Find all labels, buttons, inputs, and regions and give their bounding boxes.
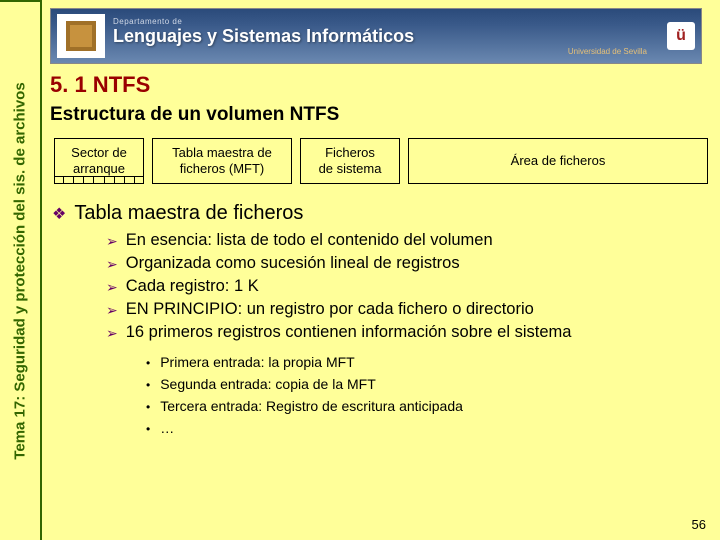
sidebar: Tema 17: Seguridad y protección del sis.…: [0, 0, 42, 540]
bullet-l2: ➢ Organizada como sucesión lineal de reg…: [106, 254, 708, 275]
bullet-l3: • Tercera entrada: Registro de escritura…: [146, 398, 708, 416]
header-banner: Departamento de Lenguajes y Sistemas Inf…: [50, 8, 702, 64]
bullet-l2: ➢ 16 primeros registros contienen inform…: [106, 323, 708, 344]
bullet-l2: ➢ En esencia: lista de todo el contenido…: [106, 231, 708, 252]
bullet-l3-list: • Primera entrada: la propia MFT • Segun…: [146, 354, 708, 438]
bullet-l3-text: Primera entrada: la propia MFT: [160, 354, 355, 372]
bullet-l2-text: Organizada como sucesión lineal de regis…: [126, 254, 460, 275]
bullet-l2-text: EN PRINCIPIO: un registro por cada fiche…: [126, 300, 534, 321]
arrow-bullet-icon: ➢: [106, 254, 118, 275]
dot-bullet-icon: •: [146, 398, 150, 416]
slide-content: 5. 1 NTFS Estructura de un volumen NTFS …: [50, 72, 708, 532]
bullet-l2-text: 16 primeros registros contienen informac…: [126, 323, 572, 344]
volume-box-filearea: Área de ficheros: [408, 138, 708, 184]
volume-box-mft: Tabla maestra de ficheros (MFT): [152, 138, 292, 184]
dept-logo: [57, 14, 105, 58]
volume-box-label: Sector de arranque: [71, 145, 127, 176]
volume-box-sysfiles: Ficheros de sistema: [300, 138, 400, 184]
arrow-bullet-icon: ➢: [106, 231, 118, 252]
bullet-l3: • …: [146, 420, 708, 438]
bullet-l3-text: …: [160, 420, 174, 438]
volume-diagram: Sector de arranque Tabla maestra de fich…: [54, 138, 708, 184]
sidebar-topic: Tema 17: Seguridad y protección del sis.…: [12, 82, 29, 459]
diamond-bullet-icon: ❖: [52, 207, 66, 223]
header-department: Departamento de: [113, 17, 659, 26]
page-number: 56: [692, 517, 706, 532]
dot-bullet-icon: •: [146, 376, 150, 394]
bullet-l3-text: Tercera entrada: Registro de escritura a…: [160, 398, 463, 416]
dot-bullet-icon: •: [146, 420, 150, 438]
university-crest-icon: ü: [667, 22, 695, 50]
dot-bullet-icon: •: [146, 354, 150, 372]
bullet-l3-text: Segunda entrada: copia de la MFT: [160, 376, 376, 394]
arrow-bullet-icon: ➢: [106, 277, 118, 298]
volume-box-boot: Sector de arranque: [54, 138, 144, 184]
header-title: Lenguajes y Sistemas Informáticos: [113, 26, 659, 47]
header-university: Universidad de Sevilla: [568, 47, 647, 56]
header-text: Departamento de Lenguajes y Sistemas Inf…: [113, 17, 659, 56]
boot-sector-ticks: [54, 176, 144, 184]
bullet-l2: ➢ Cada registro: 1 K: [106, 277, 708, 298]
bullet-l3: • Primera entrada: la propia MFT: [146, 354, 708, 372]
bullet-l2-text: En esencia: lista de todo el contenido d…: [126, 231, 493, 252]
volume-box-label: Área de ficheros: [511, 153, 606, 169]
arrow-bullet-icon: ➢: [106, 300, 118, 321]
bullet-l2-text: Cada registro: 1 K: [126, 277, 259, 298]
slide-page: Tema 17: Seguridad y protección del sis.…: [0, 0, 720, 540]
bullet-l1-text: Tabla maestra de ficheros: [74, 202, 303, 225]
bullet-l2: ➢ EN PRINCIPIO: un registro por cada fic…: [106, 300, 708, 321]
arrow-bullet-icon: ➢: [106, 323, 118, 344]
logo-square-icon: [66, 21, 96, 51]
section-number: 5. 1 NTFS: [50, 72, 708, 98]
bullet-l1: ❖ Tabla maestra de ficheros: [52, 202, 708, 225]
bullet-l3: • Segunda entrada: copia de la MFT: [146, 376, 708, 394]
bullet-l2-list: ➢ En esencia: lista de todo el contenido…: [106, 231, 708, 344]
section-subtitle: Estructura de un volumen NTFS: [50, 104, 708, 126]
volume-box-label: Ficheros de sistema: [319, 145, 382, 176]
volume-box-label: Tabla maestra de ficheros (MFT): [172, 145, 272, 176]
